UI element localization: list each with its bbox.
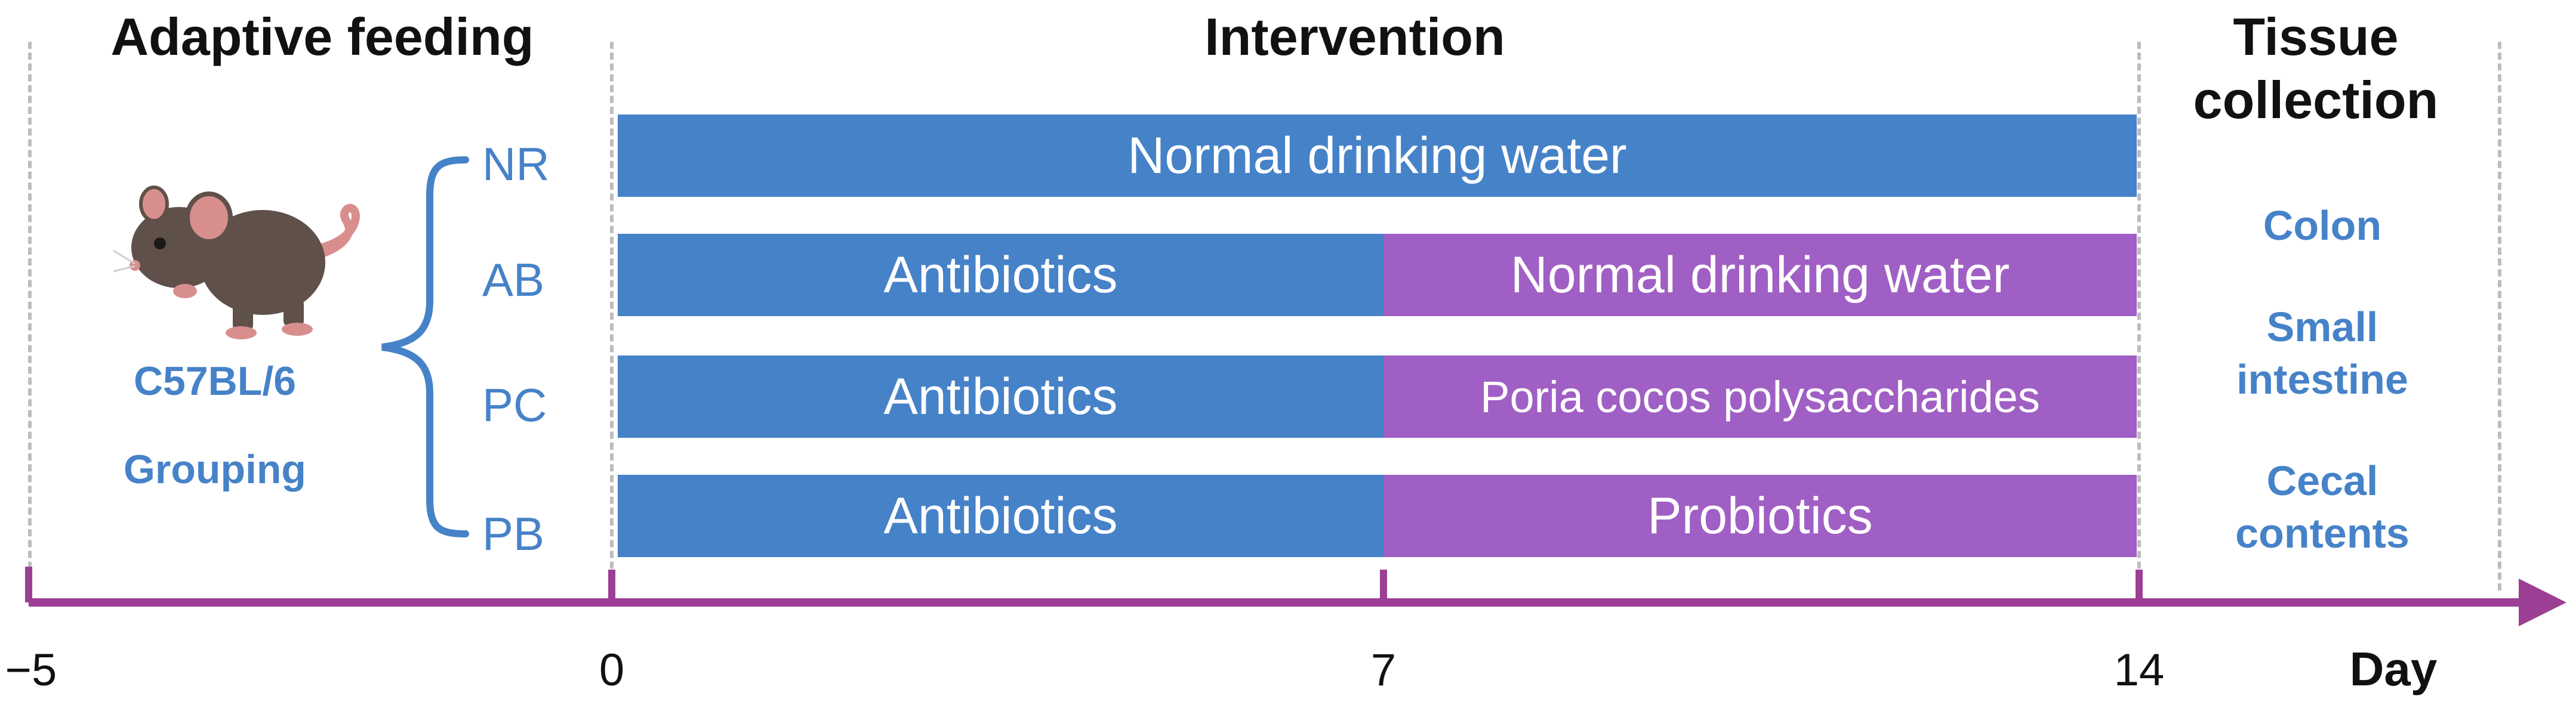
divider-day-0 [610,42,614,591]
divider-day-14 [2137,42,2141,591]
bar-ab-normal-water-label: Normal drinking water [1510,246,2010,304]
tick-label-day-0: 0 [599,645,625,695]
bar-pb-antibiotics: Antibiotics [618,475,1383,557]
header-tissue-line1: Tissue [2233,7,2399,66]
bar-ab-normal-water: Normal drinking water [1383,234,2137,316]
bar-pb-probiotics: Probiotics [1383,475,2137,557]
divider-day-minus5 [28,42,32,591]
header-tissue-line2: collection [2193,70,2439,129]
tick-label-day-7: 7 [1370,645,1397,695]
bar-pc-polysaccharides-label: Poria cocos polysaccharides [1480,372,2040,422]
bar-nr-normal-water: Normal drinking water [618,115,2137,197]
axis-label-day: Day [2349,642,2438,695]
tick-label-day-14: 14 [2113,645,2165,695]
header-adaptive-feeding: Adaptive feeding [110,7,534,66]
group-label-pc: PC [482,379,547,431]
grouping-label: Grouping [124,447,306,492]
bar-pb-antibiotics-label: Antibiotics [883,487,1118,545]
bar-ab-antibiotics: Antibiotics [618,234,1383,316]
strain-label: C57BL/6 [133,358,297,404]
bar-pc-polysaccharides: Poria cocos polysaccharides [1383,356,2137,438]
tick-label-day-minus5: −5 [5,645,57,695]
bar-nr-label: Normal drinking water [1127,126,1627,184]
tissue-colon: Colon [2263,202,2382,249]
tissue-cecal-contents: Cecal contents [2235,457,2409,557]
divider-end [2498,42,2501,591]
bar-pb-probiotics-label: Probiotics [1647,487,1873,545]
bar-pc-antibiotics-label: Antibiotics [883,367,1118,425]
header-intervention: Intervention [1204,7,1505,66]
bar-ab-antibiotics-label: Antibiotics [883,246,1118,304]
grouping-brace-icon [381,156,469,537]
tissue-small-intestine: Small intestine [2236,304,2408,403]
group-label-pb: PB [482,508,545,560]
bar-pc-antibiotics: Antibiotics [618,356,1383,438]
group-label-nr: NR [482,138,550,190]
group-label-ab: AB [482,254,545,306]
mouse-icon [113,186,360,339]
timeline-arrow-icon [2519,579,2566,626]
